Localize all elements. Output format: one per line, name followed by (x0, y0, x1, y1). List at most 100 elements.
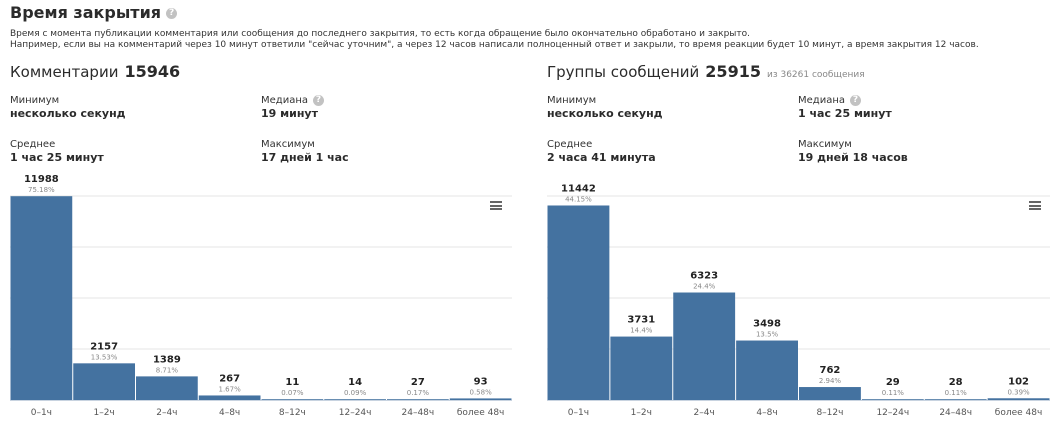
x-tick-label: 1–2ч (93, 408, 114, 418)
x-tick-label: 8–12ч (816, 408, 843, 418)
stat-label: Максимум (261, 139, 315, 150)
stat-label: Среднее (547, 139, 593, 150)
panel-count: 15946 (124, 62, 181, 81)
bar-value-label: 6323 (690, 271, 718, 282)
bar-value-label: 267 (219, 373, 240, 384)
bar-percent-label: 13.53% (91, 353, 118, 361)
bar[interactable] (610, 336, 673, 400)
stat-value: 1 час 25 минут (798, 107, 892, 120)
stat-median: Медиана? 1 час 25 минут (798, 94, 892, 121)
bar-percent-label: 0.58% (470, 388, 493, 396)
bar[interactable] (198, 395, 261, 400)
stat-label: Максимум (798, 139, 852, 150)
bar-percent-label: 44.15% (565, 195, 592, 203)
bar-percent-label: 0.09% (344, 389, 367, 397)
bar[interactable] (924, 399, 987, 400)
comments-panel: Комментарии 15946 Минимум несколько секун… (10, 0, 520, 426)
page-title: Время закрытия? (10, 3, 178, 22)
stat-value: 19 дней 18 часов (798, 151, 908, 164)
bar[interactable] (73, 363, 135, 400)
bar[interactable] (799, 387, 861, 400)
stat-maximum: Максимум 19 дней 18 часов (798, 138, 908, 165)
stat-value: несколько секунд (10, 107, 126, 120)
bar[interactable] (449, 398, 512, 400)
stat-value: 19 минут (261, 107, 318, 120)
question-circle-icon[interactable]: ? (850, 94, 861, 106)
stat-median: Медиана? 19 минут (261, 94, 324, 121)
bar-percent-label: 14.4% (630, 327, 653, 335)
bar-value-label: 11442 (561, 183, 596, 194)
bar-value-label: 2157 (90, 341, 118, 352)
x-tick-label: 0–1ч (31, 408, 52, 418)
x-tick-label: 0–1ч (568, 408, 589, 418)
bar[interactable] (547, 205, 610, 400)
stat-label: Среднее (10, 139, 56, 150)
bar-value-label: 762 (820, 365, 841, 376)
stat-value: 2 часа 41 минута (547, 151, 656, 164)
hamburger-menu-icon[interactable] (1029, 201, 1041, 210)
stat-label: Медиана? (798, 94, 892, 107)
x-tick-label: 12–24ч (876, 408, 909, 418)
stat-average: Среднее 2 часа 41 минута (547, 138, 656, 165)
question-circle-icon[interactable]: ? (166, 8, 178, 19)
message-groups-panel: Группы сообщений 25915 из 36261 сообщения … (547, 0, 1057, 426)
x-tick-label: 12–24ч (339, 408, 372, 418)
question-circle-icon[interactable]: ? (313, 94, 324, 106)
bar[interactable] (10, 196, 73, 400)
bar-value-label: 27 (411, 377, 425, 388)
bar-percent-label: 0.07% (281, 389, 304, 397)
bar-percent-label: 0.17% (407, 389, 430, 397)
bar-value-label: 28 (949, 377, 963, 388)
stat-minimum: Минимум несколько секунд (10, 94, 126, 121)
x-tick-label: более 48ч (457, 408, 505, 418)
stat-label: Минимум (10, 95, 60, 106)
x-tick-label: 8–12ч (279, 408, 306, 418)
bar[interactable] (324, 399, 386, 400)
panel-title-label: Комментарии (10, 63, 119, 81)
x-tick-label: 1–2ч (631, 408, 652, 418)
bar[interactable] (673, 292, 736, 400)
stat-value: 1 час 25 минут (10, 151, 104, 164)
bar[interactable] (261, 399, 324, 400)
description-line-1: Время с момента публикации комментария и… (10, 29, 751, 39)
bar-value-label: 1389 (153, 354, 181, 365)
x-tick-label: 24–48ч (402, 408, 435, 418)
panel-title-label: Группы сообщений (547, 63, 700, 81)
bar-value-label: 11988 (24, 174, 59, 185)
x-tick-label: 4–8ч (219, 408, 240, 418)
page-description: Время с момента публикации комментария и… (10, 29, 979, 51)
bar-percent-label: 0.39% (1007, 388, 1030, 396)
bar[interactable] (736, 340, 798, 400)
stat-label: Минимум (547, 95, 597, 106)
x-tick-label: 24–48ч (939, 408, 972, 418)
bar-value-label: 14 (348, 377, 362, 388)
panel-subtitle: из 36261 сообщения (766, 70, 865, 80)
stat-value: несколько секунд (547, 107, 663, 120)
panel-title: Комментарии 15946 (10, 62, 180, 81)
bar[interactable] (136, 376, 198, 400)
stat-value: 17 дней 1 час (261, 151, 349, 164)
bar-percent-label: 0.11% (945, 389, 968, 397)
stat-minimum: Минимум несколько секунд (547, 94, 663, 121)
x-tick-label: более 48ч (995, 408, 1043, 418)
x-tick-label: 2–4ч (694, 408, 715, 418)
bar-percent-label: 0.11% (882, 389, 905, 397)
bar-percent-label: 13.5% (756, 331, 779, 339)
hamburger-menu-icon[interactable] (490, 201, 502, 210)
bar[interactable] (387, 399, 449, 400)
bar-value-label: 11 (285, 377, 299, 388)
bar-value-label: 29 (886, 377, 900, 388)
bar-value-label: 93 (474, 376, 488, 387)
stat-average: Среднее 1 час 25 минут (10, 138, 104, 165)
bar-percent-label: 24.4% (693, 283, 716, 291)
bar-value-label: 3498 (753, 319, 781, 330)
bar[interactable] (861, 399, 924, 400)
bar-percent-label: 8.71% (156, 366, 179, 374)
bar-percent-label: 1.67% (219, 385, 242, 393)
stat-label: Медиана? (261, 94, 324, 107)
x-tick-label: 2–4ч (156, 408, 177, 418)
stat-maximum: Максимум 17 дней 1 час (261, 138, 349, 165)
bar[interactable] (987, 398, 1050, 400)
